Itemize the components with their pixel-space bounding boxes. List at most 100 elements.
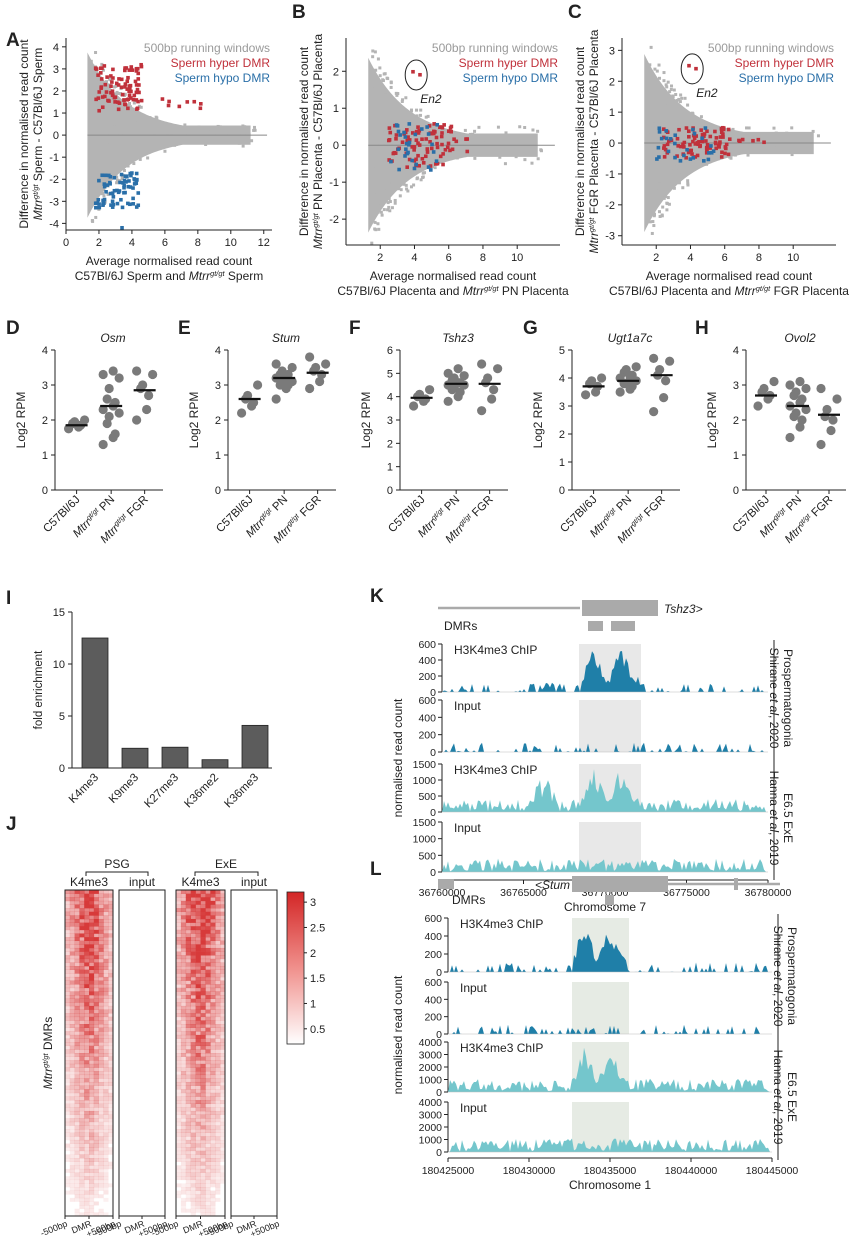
- hyper-dmr-point: [708, 146, 712, 150]
- window-point: [674, 168, 678, 172]
- window-point: [396, 182, 400, 186]
- window-point: [419, 178, 423, 182]
- window-point: [371, 49, 375, 53]
- y-tick-label: 5: [59, 711, 65, 723]
- data-point: [321, 359, 331, 369]
- heat-cell: [210, 1034, 216, 1039]
- heat-cell: [200, 976, 206, 981]
- y-tick-label: 0: [59, 763, 65, 775]
- heat-cell: [210, 973, 216, 978]
- bar: [121, 747, 149, 769]
- heat-cell: [190, 1183, 196, 1188]
- x-axis-label: Chromosome 1: [569, 1178, 651, 1192]
- heat-cell: [69, 1143, 75, 1148]
- hyper-dmr-point: [691, 139, 695, 144]
- heat-cell: [176, 984, 182, 989]
- hypo-dmr-point: [116, 190, 121, 195]
- window-point: [448, 132, 452, 136]
- heat-cell: [205, 1201, 211, 1206]
- heat-cell: [74, 1208, 80, 1213]
- heat-cell: [65, 1067, 71, 1072]
- heat-cell: [176, 1100, 182, 1105]
- hyper-dmr-point: [684, 126, 689, 130]
- heat-cell: [74, 984, 80, 989]
- heat-cell: [180, 1005, 187, 1010]
- y-tick-label: 0: [387, 485, 393, 497]
- heat-cell: [195, 1089, 201, 1094]
- window-point: [372, 190, 376, 194]
- hyper-dmr-point: [693, 155, 698, 159]
- window-point: [661, 98, 665, 102]
- heat-cell: [215, 1132, 221, 1137]
- window-point: [98, 111, 102, 115]
- heat-cell: [215, 1168, 221, 1173]
- heat-cell: [98, 1114, 104, 1119]
- window-point: [681, 125, 685, 129]
- window-point: [679, 93, 683, 97]
- heat-cell: [79, 1074, 85, 1079]
- heat-cell: [79, 1009, 85, 1014]
- window-point: [101, 191, 105, 195]
- window-point: [682, 132, 686, 136]
- hyper-dmr-point: [110, 93, 115, 97]
- window-point: [649, 179, 653, 183]
- hypo-dmr-point: [120, 205, 125, 210]
- heat-cell: [108, 1165, 114, 1170]
- hyper-dmr-point: [465, 149, 470, 154]
- window-point: [98, 167, 102, 171]
- plot-title: Ovol2: [784, 331, 816, 345]
- window-point: [122, 131, 126, 135]
- window-point: [677, 181, 681, 185]
- heat-cell: [176, 1089, 182, 1094]
- heat-cell: [103, 1034, 109, 1039]
- window-point: [371, 55, 375, 59]
- heat-cell: [65, 1005, 71, 1010]
- hypo-dmr-point: [134, 171, 139, 176]
- hyper-dmr-point: [708, 134, 713, 139]
- window-point: [793, 138, 797, 142]
- heat-cell: [69, 1096, 75, 1101]
- panel-letter-G: G: [523, 318, 538, 339]
- heat-cell: [89, 969, 95, 974]
- heat-cell: [190, 1168, 196, 1173]
- heat-cell: [69, 1121, 75, 1126]
- hyper-dmr-point: [686, 129, 691, 134]
- heat-cell: [79, 926, 85, 931]
- window-point: [648, 191, 652, 195]
- data-point: [104, 383, 114, 394]
- heat-cell: [185, 1096, 191, 1101]
- heat-cell: [215, 1009, 221, 1014]
- heat-cell: [89, 1161, 95, 1166]
- window-point: [93, 95, 97, 99]
- window-point: [145, 125, 149, 129]
- heat-cell: [210, 1074, 216, 1079]
- window-point: [396, 159, 400, 163]
- hyper-dmr-point: [105, 75, 109, 79]
- heat-cell: [180, 1107, 187, 1112]
- window-point: [161, 128, 165, 132]
- y-tick-label: 3: [215, 380, 221, 392]
- heat-cell: [185, 1165, 191, 1170]
- window-point: [408, 127, 412, 131]
- window-point: [745, 126, 749, 130]
- plot-title: Tshz3: [442, 331, 474, 345]
- hyper-dmr-point: [665, 142, 670, 147]
- heat-cell: [185, 1150, 191, 1155]
- heat-cell: [65, 908, 71, 913]
- heat-cell: [103, 897, 109, 902]
- window-point: [121, 122, 125, 126]
- window-point: [98, 149, 102, 153]
- heat-cell: [108, 980, 114, 985]
- heat-cell: [200, 1125, 206, 1130]
- hypo-dmr-point: [659, 136, 664, 141]
- window-point: [402, 115, 406, 119]
- heat-cell: [79, 1154, 85, 1159]
- heat-cell: [89, 904, 95, 909]
- hyper-dmr-point: [96, 96, 101, 100]
- window-point: [659, 143, 663, 147]
- heat-cell: [190, 1024, 196, 1028]
- heat-cell: [93, 1063, 99, 1068]
- heat-cell: [180, 1103, 187, 1108]
- hypo-dmr-point: [111, 202, 116, 207]
- window-point: [687, 124, 691, 128]
